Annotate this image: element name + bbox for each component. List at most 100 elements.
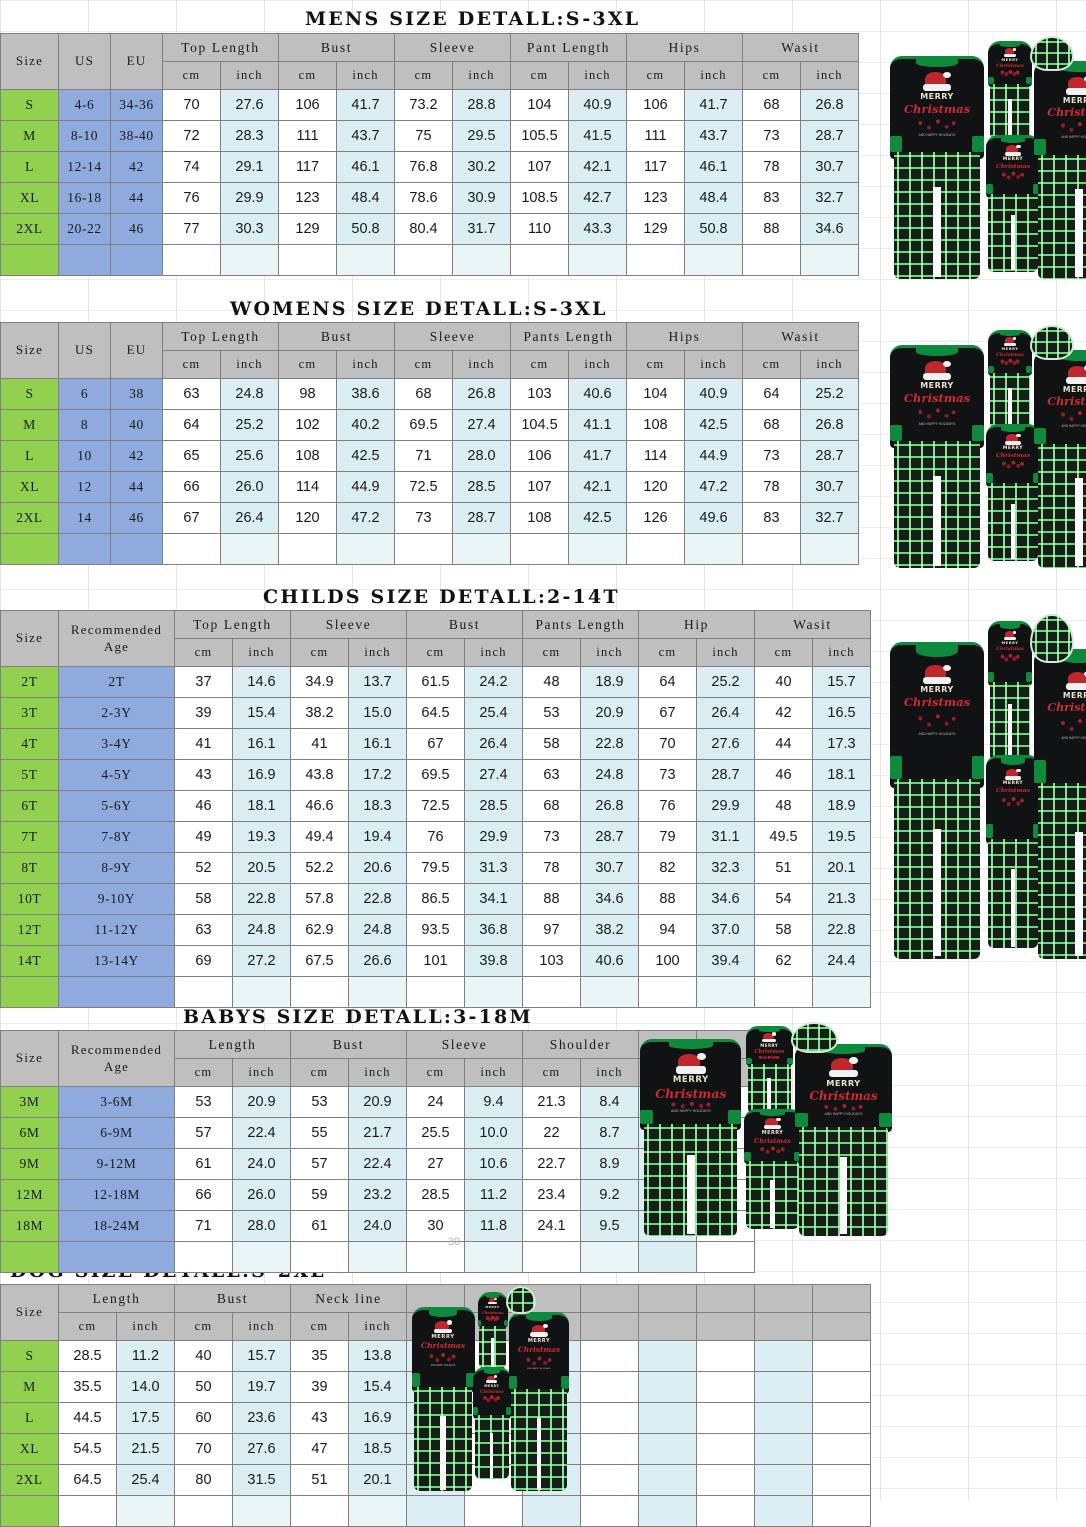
childs-header-extra-0: Recommended Age xyxy=(58,610,175,667)
dog-row-2-v0: 44.5 xyxy=(58,1402,117,1434)
childs-row-8-v6: 97 xyxy=(522,914,581,946)
babys-group-header-1: Bust xyxy=(290,1030,407,1059)
dog-header-size: Size xyxy=(0,1284,59,1341)
dog-row-1-v4: 39 xyxy=(290,1371,349,1403)
childs-row-4-size: 6T xyxy=(0,790,59,822)
mens-row-1-us: 8-10 xyxy=(58,120,111,152)
womens-unit-header-2-1: inch xyxy=(452,350,511,379)
womens-group-header-0: Top Length xyxy=(162,322,279,351)
babys-row-3-v6: 23.4 xyxy=(522,1179,581,1211)
childs-row-0-v6: 48 xyxy=(522,666,581,698)
mens-row-3-v2: 123 xyxy=(278,182,337,214)
dog-group-header-empty-7 xyxy=(812,1284,871,1313)
table-row: S 6 38 63 24.8 98 38.6 68 26.8 103 40.6 104 40.9 64 25… xyxy=(0,378,859,410)
babys-row-4-recommended-age: 18-24M xyxy=(58,1210,175,1242)
dog-group-header-empty-6 xyxy=(754,1284,813,1313)
childs-row-1-v9: 26.4 xyxy=(696,697,755,729)
mens-row-4-v4: 80.4 xyxy=(394,213,453,245)
babys-unit-header-3-1: inch xyxy=(580,1058,639,1087)
mens-row-3-v9: 48.4 xyxy=(684,182,743,214)
mens-header-extra-1: EU xyxy=(110,33,163,90)
childs-row-3-v0: 43 xyxy=(174,759,233,791)
childs-row-5-v4: 76 xyxy=(406,821,465,853)
dog-group-header-0: Length xyxy=(58,1284,175,1313)
womens-row-0-v6: 103 xyxy=(510,378,569,410)
shirt-graphic: MERRY Christmas xyxy=(481,1297,504,1322)
pajama-figure: MERRY Christmas xyxy=(986,424,1040,561)
childs-row-5-v0: 49 xyxy=(174,821,233,853)
dog-row-3-v4: 47 xyxy=(290,1433,349,1465)
babys-row-0-v2: 53 xyxy=(290,1086,349,1118)
mens-row-2-eu: 42 xyxy=(110,151,163,183)
dog-row-1-v1: 14.0 xyxy=(116,1371,175,1403)
childs-row-5-v7: 28.7 xyxy=(580,821,639,853)
dog-row-4-v1: 25.4 xyxy=(116,1464,175,1496)
childs-row-9-v7: 40.6 xyxy=(580,945,639,977)
mens-unit-header-5-1: inch xyxy=(800,61,859,90)
childs-row-7-v9: 34.6 xyxy=(696,883,755,915)
dog-row-3-v0: 54.5 xyxy=(58,1433,117,1465)
womens-table-footer-stub xyxy=(0,533,859,565)
mens-row-4-v0: 77 xyxy=(162,213,221,245)
childs-group-header-1: Sleeve xyxy=(290,610,407,639)
childs-row-2-v4: 67 xyxy=(406,728,465,760)
mens-row-0-v6: 104 xyxy=(510,89,569,121)
womens-unit-header-0-1: inch xyxy=(220,350,279,379)
shirt-graphic: MERRY Christmas xyxy=(996,144,1031,186)
plaid-hat-icon xyxy=(790,1022,839,1053)
dog-row-4-v2: 80 xyxy=(174,1464,233,1496)
mens-row-4-v1: 30.3 xyxy=(220,213,279,245)
womens-row-2-v6: 106 xyxy=(510,440,569,472)
babys-row-4-v6: 24.1 xyxy=(522,1210,581,1242)
womens-row-2-v3: 42.5 xyxy=(336,440,395,472)
dog-row-0-empty-4 xyxy=(638,1340,697,1372)
mens-group-header-0: Top Length xyxy=(162,33,279,62)
babys-row-1-v6: 22 xyxy=(522,1117,581,1149)
womens-row-0-v8: 104 xyxy=(626,378,685,410)
mens-row-1-v8: 111 xyxy=(626,120,685,152)
childs-row-8-v9: 37.0 xyxy=(696,914,755,946)
mens-row-3-v10: 83 xyxy=(742,182,801,214)
dog-row-1-empty-5 xyxy=(696,1371,755,1403)
mens-row-4-size: 2XL xyxy=(0,213,59,245)
womens-row-2-v1: 25.6 xyxy=(220,440,279,472)
womens-row-2-v0: 65 xyxy=(162,440,221,472)
mens-row-0-v10: 68 xyxy=(742,89,801,121)
babys-row-1-v4: 25.5 xyxy=(406,1117,465,1149)
childs-row-0-v8: 64 xyxy=(638,666,697,698)
childs-table-title: CHILDS SIZE DETALL:2-14T xyxy=(263,586,620,608)
childs-row-4-v0: 46 xyxy=(174,790,233,822)
mens-row-1-size: M xyxy=(0,120,59,152)
dog-group-header-empty-3 xyxy=(580,1284,639,1313)
mens-row-1-v2: 111 xyxy=(278,120,337,152)
childs-row-3-v11: 18.1 xyxy=(812,759,871,791)
childs-table-footer-stub xyxy=(0,976,871,1008)
dog-row-3-empty-7 xyxy=(812,1433,871,1465)
womens-row-4-v11: 32.7 xyxy=(800,502,859,534)
pajama-figure: MERRY Christmas xyxy=(473,1367,511,1479)
childs-row-1-v3: 15.0 xyxy=(348,697,407,729)
mens-row-1-v3: 43.7 xyxy=(336,120,395,152)
womens-size-table: Size US EU Top Length Bust Sleeve Pants Length… xyxy=(0,322,859,565)
mens-row-1-v7: 41.5 xyxy=(568,120,627,152)
dog-row-3-size: XL xyxy=(0,1433,59,1465)
table-row: XL 12 44 66 26.0 114 44.9 72.5 28.5 107 42.1 120 47.… xyxy=(0,471,859,503)
santa-hat-icon xyxy=(763,1117,782,1130)
mens-unit-header-4-0: cm xyxy=(626,61,685,90)
womens-row-4-v0: 67 xyxy=(162,502,221,534)
childs-row-9-v6: 103 xyxy=(522,945,581,977)
mens-header-extra-0: US xyxy=(58,33,111,90)
babys-unit-header-3-0: cm xyxy=(522,1058,581,1087)
mens-row-0-v4: 73.2 xyxy=(394,89,453,121)
mens-row-2-v7: 42.1 xyxy=(568,151,627,183)
mens-group-header-3: Pant Length xyxy=(510,33,627,62)
mens-row-2-v11: 30.7 xyxy=(800,151,859,183)
table-row: 7T 7-8Y 49 19.3 49.4 19.4 76 29.9 73 28.7 79 31.1 49… xyxy=(0,821,871,853)
mens-row-3-v6: 108.5 xyxy=(510,182,569,214)
womens-unit-header-1-1: inch xyxy=(336,350,395,379)
